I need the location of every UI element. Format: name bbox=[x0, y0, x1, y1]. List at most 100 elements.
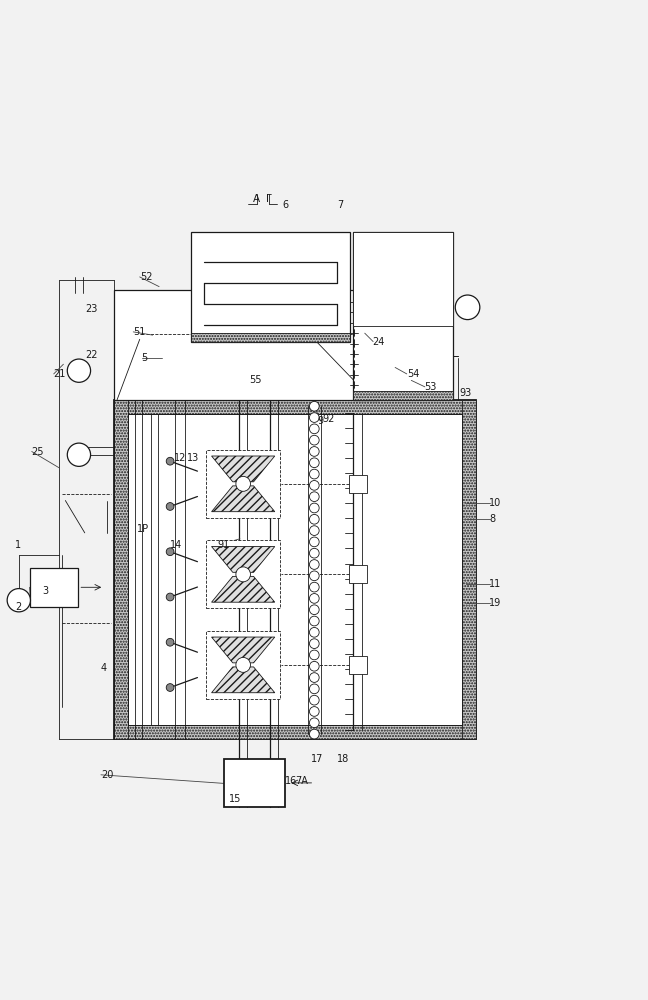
Text: 8: 8 bbox=[489, 514, 495, 524]
Circle shape bbox=[310, 401, 319, 411]
Text: 1: 1 bbox=[15, 540, 21, 550]
Circle shape bbox=[310, 424, 319, 434]
Text: 25: 25 bbox=[32, 447, 44, 457]
Ellipse shape bbox=[236, 567, 251, 582]
Circle shape bbox=[310, 447, 319, 456]
Circle shape bbox=[310, 548, 319, 558]
Bar bbox=[206, 631, 281, 699]
Circle shape bbox=[167, 503, 174, 510]
Text: 6: 6 bbox=[282, 200, 288, 210]
Text: 24: 24 bbox=[373, 337, 385, 347]
Text: 93: 93 bbox=[460, 388, 472, 398]
Circle shape bbox=[310, 684, 319, 694]
Text: A: A bbox=[253, 194, 260, 204]
Text: 17: 17 bbox=[311, 754, 323, 764]
Circle shape bbox=[310, 492, 319, 502]
Circle shape bbox=[310, 673, 319, 682]
Circle shape bbox=[310, 707, 319, 716]
Circle shape bbox=[167, 638, 174, 646]
Text: 22: 22 bbox=[85, 350, 97, 360]
Circle shape bbox=[167, 457, 174, 465]
Text: 13: 13 bbox=[187, 453, 199, 463]
Text: 54: 54 bbox=[407, 369, 419, 379]
Polygon shape bbox=[211, 547, 275, 572]
Bar bbox=[349, 656, 367, 674]
Circle shape bbox=[310, 627, 319, 637]
Text: 23: 23 bbox=[85, 304, 97, 314]
Text: 15: 15 bbox=[229, 794, 241, 804]
Bar bbox=[206, 450, 281, 518]
Bar bbox=[206, 540, 281, 608]
Circle shape bbox=[456, 295, 480, 320]
Text: 9: 9 bbox=[318, 416, 323, 426]
Text: 3: 3 bbox=[43, 586, 49, 596]
Circle shape bbox=[167, 593, 174, 601]
Text: 1P: 1P bbox=[137, 524, 148, 534]
Text: Г: Г bbox=[266, 194, 272, 204]
Bar bbox=[114, 400, 476, 739]
Circle shape bbox=[310, 481, 319, 490]
Bar bbox=[30, 568, 78, 607]
Text: 19: 19 bbox=[489, 598, 501, 608]
Bar bbox=[114, 400, 128, 739]
Text: 53: 53 bbox=[424, 382, 437, 392]
Circle shape bbox=[310, 650, 319, 660]
Polygon shape bbox=[211, 576, 275, 602]
Bar bbox=[114, 290, 379, 400]
Bar bbox=[224, 759, 285, 807]
Circle shape bbox=[310, 661, 319, 671]
Text: 12: 12 bbox=[174, 453, 187, 463]
Text: 4: 4 bbox=[101, 663, 107, 673]
Text: 5: 5 bbox=[142, 353, 148, 363]
Circle shape bbox=[310, 413, 319, 422]
Circle shape bbox=[310, 616, 319, 626]
Text: 11: 11 bbox=[489, 579, 501, 589]
Circle shape bbox=[167, 548, 174, 556]
Circle shape bbox=[7, 589, 30, 612]
Text: 52: 52 bbox=[140, 272, 152, 282]
Circle shape bbox=[310, 695, 319, 705]
Polygon shape bbox=[211, 486, 275, 512]
Ellipse shape bbox=[236, 476, 251, 491]
Text: 92: 92 bbox=[323, 414, 335, 424]
Circle shape bbox=[310, 469, 319, 479]
Text: 91: 91 bbox=[217, 540, 229, 550]
Circle shape bbox=[310, 514, 319, 524]
Circle shape bbox=[310, 537, 319, 547]
Bar bbox=[349, 565, 367, 583]
Circle shape bbox=[310, 458, 319, 468]
Ellipse shape bbox=[236, 657, 251, 672]
Bar bbox=[349, 475, 367, 493]
Circle shape bbox=[310, 594, 319, 603]
Text: 10: 10 bbox=[489, 498, 501, 508]
Circle shape bbox=[310, 718, 319, 728]
Circle shape bbox=[310, 605, 319, 615]
Circle shape bbox=[310, 435, 319, 445]
Circle shape bbox=[67, 443, 91, 466]
Bar bbox=[114, 400, 476, 414]
Circle shape bbox=[310, 526, 319, 535]
Text: 7: 7 bbox=[337, 200, 343, 210]
Circle shape bbox=[167, 684, 174, 691]
Circle shape bbox=[310, 582, 319, 592]
Text: 7A: 7A bbox=[295, 776, 308, 786]
Circle shape bbox=[310, 560, 319, 569]
Circle shape bbox=[310, 729, 319, 739]
Bar bbox=[353, 232, 454, 326]
Text: 2: 2 bbox=[15, 602, 21, 612]
Text: 18: 18 bbox=[337, 754, 349, 764]
Text: 16: 16 bbox=[285, 776, 297, 786]
Bar bbox=[462, 400, 476, 739]
Polygon shape bbox=[211, 456, 275, 482]
Bar bbox=[353, 232, 454, 400]
Bar bbox=[128, 414, 462, 725]
Bar bbox=[128, 414, 462, 725]
Polygon shape bbox=[211, 667, 275, 693]
Text: 14: 14 bbox=[170, 540, 182, 550]
Circle shape bbox=[310, 639, 319, 648]
Text: 55: 55 bbox=[249, 375, 262, 385]
Text: 21: 21 bbox=[54, 369, 66, 379]
Bar bbox=[191, 333, 350, 342]
Circle shape bbox=[310, 503, 319, 513]
Bar bbox=[114, 725, 476, 739]
